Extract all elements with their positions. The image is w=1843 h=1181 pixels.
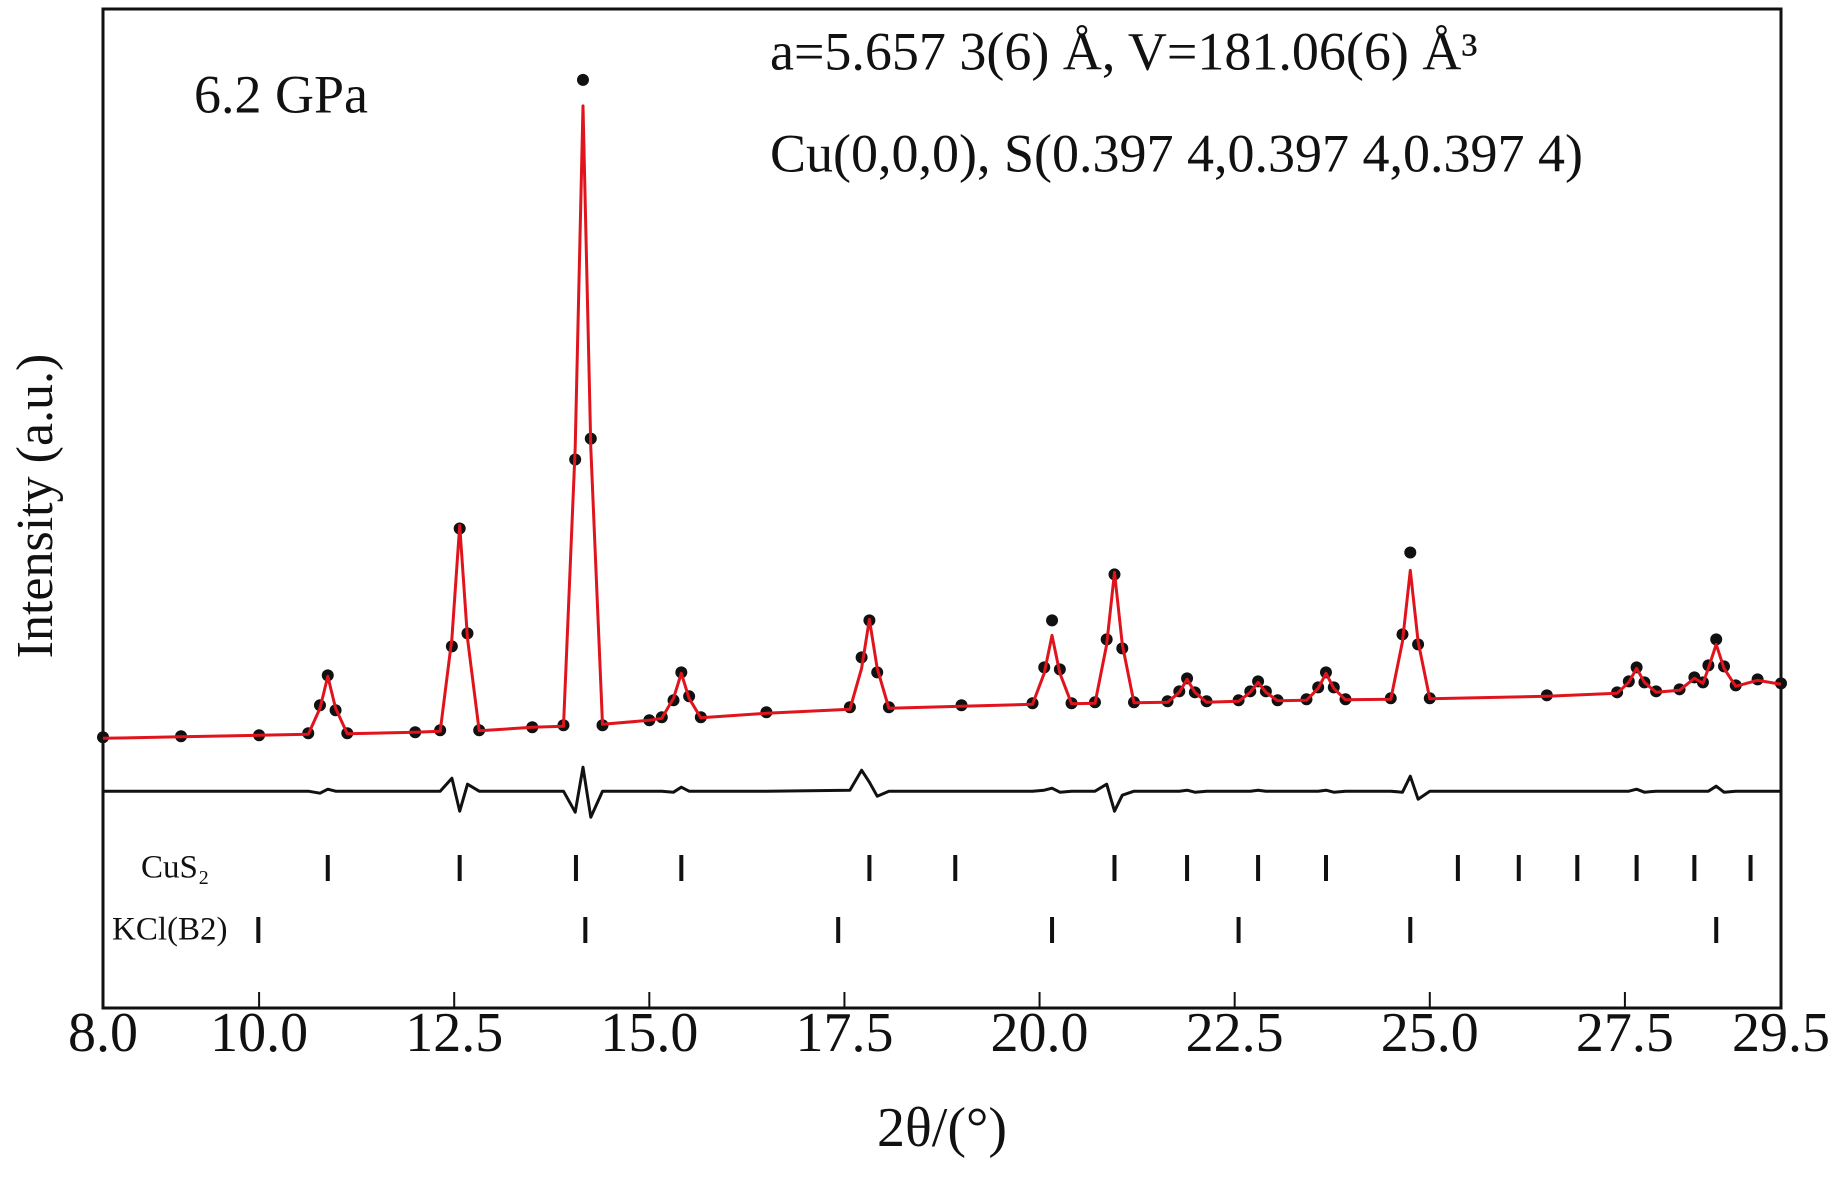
- y-axis-label: Intensity (a.u.): [7, 354, 64, 659]
- x-tick-label: 27.5: [1576, 1002, 1674, 1064]
- difference-line: [103, 765, 1781, 819]
- x-tick-label: 29.5: [1732, 1002, 1830, 1064]
- x-tick-label: 15.0: [600, 1002, 698, 1064]
- observed-point: [1046, 614, 1059, 627]
- x-tick-label: 25.0: [1381, 1002, 1479, 1064]
- plot-frame: [101, 7, 1783, 1010]
- x-tick-label: 10.0: [210, 1002, 308, 1064]
- x-tick-label: 22.5: [1186, 1002, 1284, 1064]
- observed-point: [1404, 546, 1417, 559]
- lattice-annotation: a=5.657 3(6) Å, V=181.06(6) Å³: [770, 21, 1478, 81]
- phase-label: CuS₂: [141, 850, 209, 886]
- x-tick-label: 17.5: [795, 1002, 893, 1064]
- positions-annotation: Cu(0,0,0), S(0.397 4,0.397 4,0.397 4): [770, 123, 1583, 183]
- x-axis-label: 2θ/(°): [877, 1097, 1007, 1159]
- x-tick-label: 20.0: [991, 1002, 1089, 1064]
- observed-point: [576, 73, 589, 86]
- calculated-line: [102, 104, 1782, 740]
- x-tick-label: 8.0: [68, 1002, 138, 1064]
- observed-point: [1710, 633, 1723, 646]
- phase-label: KCl(B2): [112, 912, 228, 948]
- pressure-label: 6.2 GPa: [194, 64, 368, 124]
- x-tick-label: 12.5: [405, 1002, 503, 1064]
